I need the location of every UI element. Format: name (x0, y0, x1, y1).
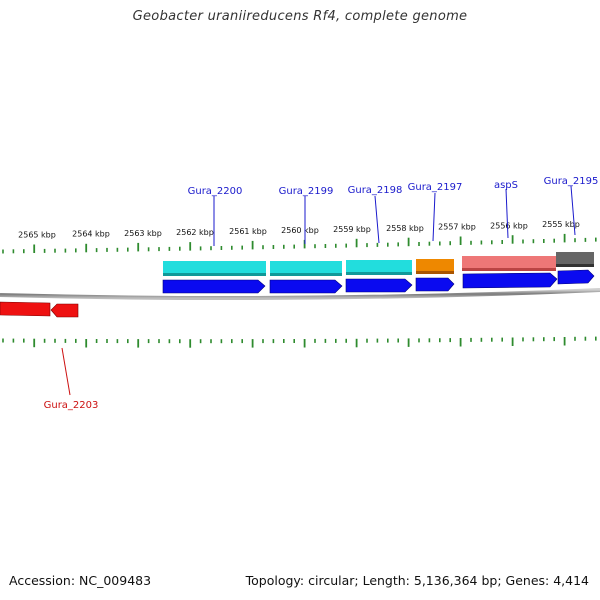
scale-label: 2563 kbp (124, 229, 162, 238)
gene-label-gura-2199[interactable]: Gura_2199 (279, 186, 334, 197)
scale-label: 2557 kbp (438, 223, 476, 232)
cog-bar[interactable] (556, 252, 594, 266)
cog-bar-shadow (416, 271, 454, 274)
forward-cds-track (162, 269, 595, 294)
gene-label-gura-2195[interactable]: Gura_2195 (544, 176, 599, 187)
scale-label: 2565 kbp (18, 231, 56, 240)
cds-arrow[interactable] (0, 301, 51, 317)
scale-label: 2560 kbp (281, 226, 319, 235)
lower-ruler (2, 336, 597, 348)
genome-stats-label: Topology: circular; Length: 5,136,364 bp… (245, 573, 589, 588)
cds-arrow[interactable] (462, 272, 558, 289)
cds-arrow[interactable] (415, 277, 455, 292)
reverse-cds-track (0, 301, 79, 318)
cds-arrow[interactable] (345, 278, 413, 293)
cog-bar[interactable] (462, 256, 556, 270)
cog-track (163, 252, 594, 276)
scale-labels: 2565 kbp 2564 kbp 2563 kbp 2562 kbp 2561 kbp… (18, 220, 580, 240)
cds-arrow[interactable] (50, 303, 79, 318)
cds-arrow[interactable] (557, 269, 595, 285)
cog-bar[interactable] (346, 260, 412, 274)
scale-label: 2561 kbp (229, 227, 267, 236)
scale-label: 2555 kbp (542, 220, 580, 229)
accession-label: Accession: NC_009483 (9, 573, 152, 588)
scale-label: 2564 kbp (72, 230, 110, 239)
cog-bar-shadow (346, 272, 412, 275)
scale-label: 2556 kbp (490, 221, 528, 230)
scale-label: 2558 kbp (386, 224, 424, 233)
upper-ruler (2, 233, 597, 254)
cog-bar[interactable] (163, 261, 266, 275)
scale-label: 2562 kbp (176, 228, 214, 237)
gene-label-asps[interactable]: aspS (494, 180, 518, 191)
cog-bar[interactable] (416, 259, 454, 273)
map-title: Geobacter uraniireducens Rf4, complete g… (132, 9, 468, 24)
gene-leaders (61, 185, 576, 396)
cog-bar[interactable] (270, 261, 342, 275)
gene-label-gura-2203[interactable]: Gura_2203 (44, 400, 99, 411)
scale-label: 2559 kbp (333, 225, 371, 234)
gene-label-gura-2200[interactable]: Gura_2200 (188, 186, 243, 197)
cog-bar-shadow (462, 268, 556, 271)
cog-bar-shadow (270, 273, 342, 276)
cog-bar-shadow (556, 264, 594, 267)
genome-backbone (0, 288, 600, 301)
cds-arrow[interactable] (269, 279, 343, 294)
gene-labels: Gura_2200 Gura_2199 Gura_2198 Gura_2197 … (44, 176, 599, 411)
cds-arrow[interactable] (162, 279, 266, 294)
gene-label-gura-2197[interactable]: Gura_2197 (408, 182, 463, 193)
cog-bar-shadow (163, 273, 266, 276)
gene-label-gura-2198[interactable]: Gura_2198 (348, 185, 403, 196)
